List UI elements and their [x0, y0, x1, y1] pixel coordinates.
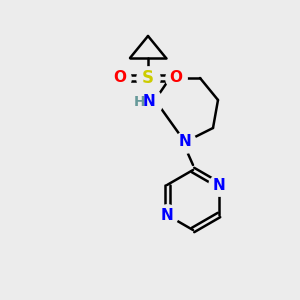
Text: S: S	[142, 69, 154, 87]
Text: H: H	[134, 95, 146, 109]
Text: O: O	[169, 70, 182, 86]
Text: N: N	[178, 134, 191, 149]
Text: N: N	[160, 208, 173, 223]
Text: N: N	[213, 178, 225, 193]
Text: N: N	[142, 94, 155, 110]
Text: O: O	[113, 70, 127, 86]
